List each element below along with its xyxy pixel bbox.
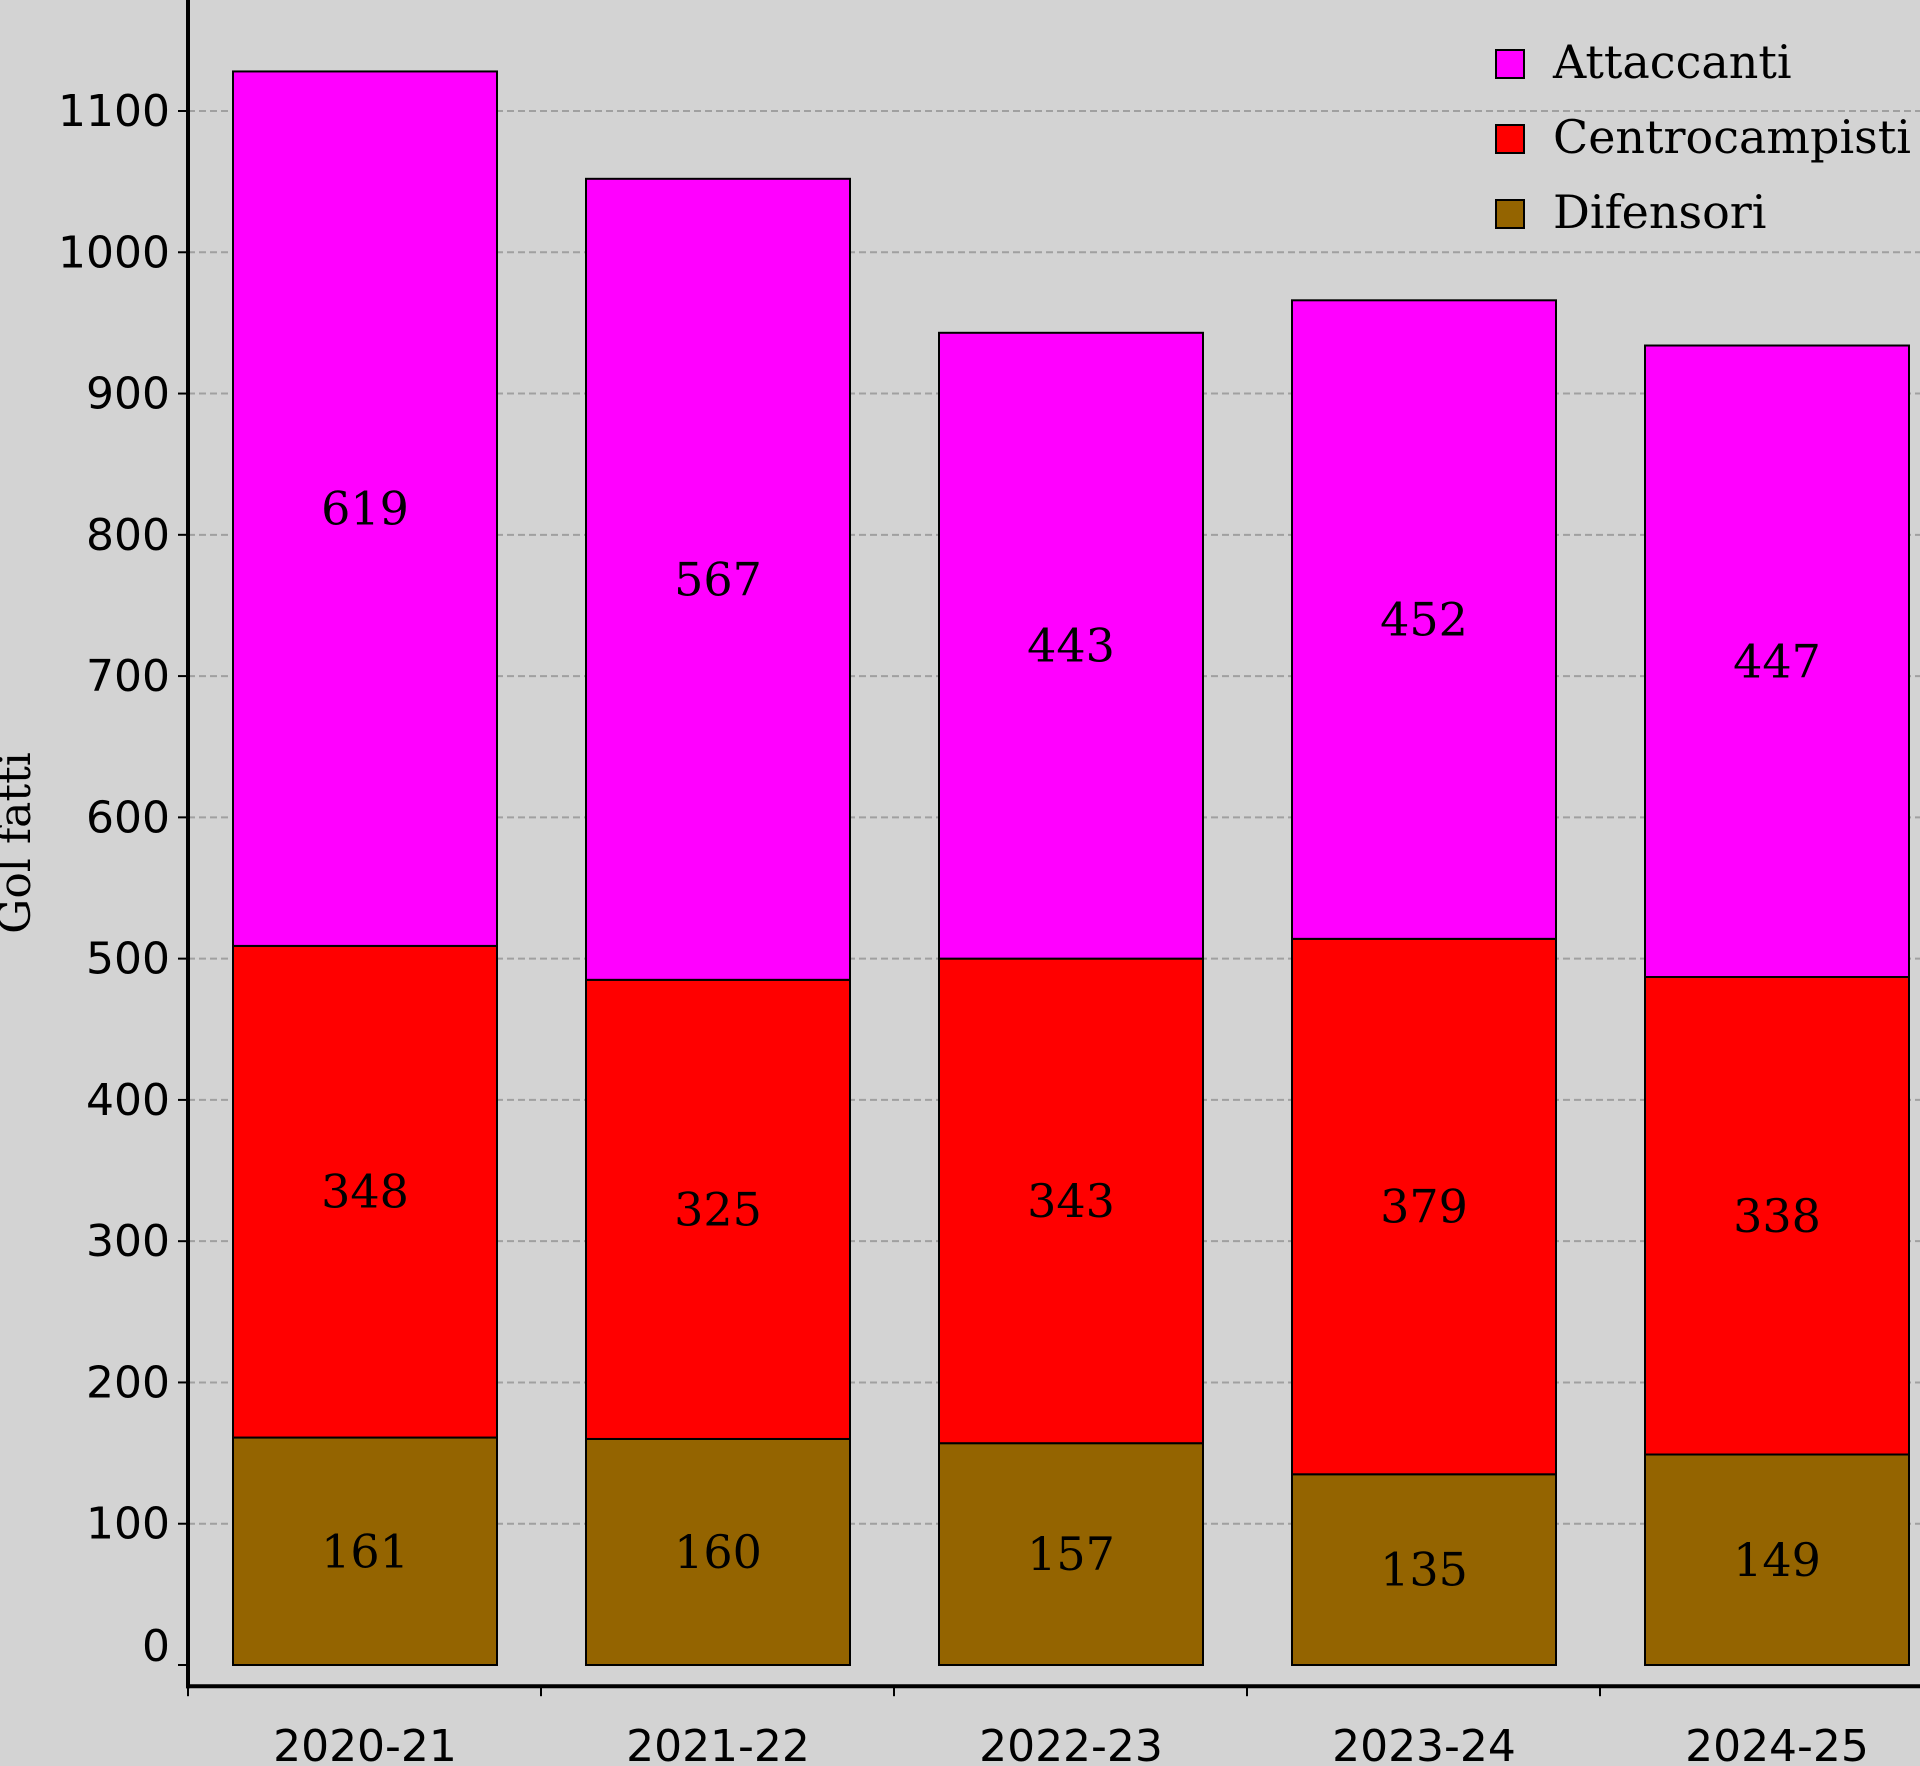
y-tick-label: 900 (86, 369, 170, 420)
y-axis-label: Gol fatti (0, 752, 41, 934)
bar-value-label: 348 (321, 1165, 409, 1219)
y-tick-label: 1000 (58, 227, 170, 278)
bar-value-label: 452 (1380, 593, 1468, 647)
y-tick-label: 300 (86, 1216, 170, 1267)
bar-segment-centrocampisti (938, 957, 1204, 1445)
bar-segment-centrocampisti (232, 944, 498, 1439)
bar-segment-centrocampisti (1291, 937, 1557, 1476)
legend-label: Centrocampisti (1553, 110, 1911, 164)
legend-swatch (1495, 199, 1525, 229)
bar-segment-attaccanti (1644, 344, 1910, 979)
y-tick-label: 800 (86, 510, 170, 561)
legend: Attaccanti Centrocampisti Difensori (1495, 35, 1911, 239)
bar-value-label: 379 (1380, 1180, 1468, 1234)
y-tick-label: 600 (86, 792, 170, 843)
bar-value-label: 160 (674, 1525, 762, 1579)
x-axis-ticks: 2020-21 2021-22 2022-23 2023-24 2024-25 (187, 1686, 1869, 1766)
bar-segment-attaccanti (938, 331, 1204, 960)
axes (186, 0, 1920, 1689)
y-tick-label: 0 (142, 1621, 170, 1672)
bar-segment-difensori (1291, 1473, 1557, 1667)
bar-segment-difensori (1644, 1453, 1910, 1667)
bar-value-label: 338 (1733, 1189, 1821, 1243)
bar-value-label: 157 (1027, 1527, 1115, 1581)
y-tick-label: 100 (86, 1499, 170, 1550)
bar-segment-difensori (938, 1442, 1204, 1666)
bar-value-label: 567 (674, 552, 762, 606)
bar-group: 161 348 619 160 325 567 157 343 443 135 379 452 149 3… (232, 70, 1910, 1667)
y-tick-label: 700 (86, 651, 170, 702)
bar-value-label: 161 (321, 1524, 409, 1578)
bar-value-label: 443 (1027, 619, 1115, 673)
y-tick-label: 500 (86, 934, 170, 985)
y-tick-label: 400 (86, 1075, 170, 1126)
y-tick-label: 200 (86, 1357, 170, 1408)
legend-label: Difensori (1553, 185, 1766, 239)
legend-swatch (1495, 124, 1525, 154)
legend-swatch (1495, 49, 1525, 79)
bar-value-label: 343 (1027, 1174, 1115, 1228)
bar-segment-attaccanti (585, 177, 851, 981)
x-tick-label: 2023-24 (1332, 1721, 1516, 1766)
y-tick-label: 1100 (58, 86, 170, 137)
bar-value-label: 447 (1733, 634, 1821, 688)
bar-segment-attaccanti (232, 70, 498, 947)
x-tick-label: 2021-22 (626, 1721, 810, 1766)
bar-segment-attaccanti (1291, 299, 1557, 940)
x-tick-label: 2020-21 (273, 1721, 457, 1766)
legend-label: Attaccanti (1552, 35, 1792, 89)
bar-value-label: 619 (321, 482, 409, 536)
y-axis-ticks: 0 100 200 300 400 500 600 700 800 900 1000 1100 (58, 86, 188, 1672)
bar-value-label: 149 (1733, 1533, 1821, 1587)
bar-segment-centrocampisti (585, 978, 851, 1440)
x-tick-label: 2022-23 (979, 1721, 1163, 1766)
x-tick-label: 2024-25 (1685, 1721, 1869, 1766)
bar-value-label: 325 (674, 1182, 762, 1236)
bar-segment-centrocampisti (1644, 976, 1910, 1456)
bar-value-label: 135 (1380, 1543, 1468, 1597)
bar-segment-difensori (585, 1437, 851, 1666)
